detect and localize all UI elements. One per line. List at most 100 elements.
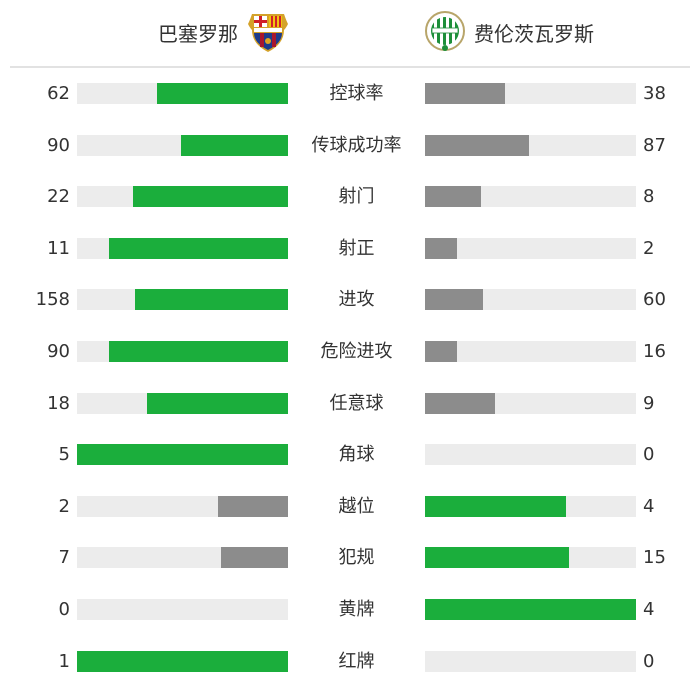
- away-bar-fill: [425, 599, 636, 620]
- away-bar-fill: [425, 186, 482, 208]
- away-value: 0: [643, 650, 655, 672]
- away-bar-track: [425, 341, 636, 362]
- stat-label: 越位: [338, 495, 375, 517]
- home-bar-track: [77, 444, 288, 466]
- away-value: 38: [643, 83, 666, 104]
- home-bar-track: [77, 83, 288, 104]
- stat-row: 7 犯规 15: [0, 546, 700, 570]
- away-bar-fill: [425, 134, 529, 156]
- stat-row: 1 红牌 0: [0, 650, 700, 674]
- stat-row: 18 任意球 9: [0, 392, 700, 416]
- away-bar-track: [425, 186, 636, 208]
- home-bar-track: [77, 495, 288, 517]
- away-value: 16: [643, 341, 666, 362]
- home-value: 5: [58, 444, 70, 466]
- away-value: 4: [643, 599, 655, 620]
- home-bar-fill: [77, 444, 288, 466]
- away-bar-fill: [425, 289, 484, 311]
- stat-row: 22 射门 8: [0, 185, 700, 209]
- home-bar-fill: [220, 547, 288, 569]
- away-bar-track: [425, 289, 636, 311]
- stat-row: 90 危险进攻 16: [0, 340, 700, 364]
- away-value: 87: [643, 134, 666, 156]
- home-value: 62: [47, 83, 70, 104]
- away-value: 60: [643, 289, 666, 311]
- home-bar-fill: [108, 341, 288, 362]
- stat-label: 传球成功率: [311, 134, 402, 156]
- stat-label: 危险进攻: [320, 341, 393, 362]
- away-team[interactable]: 费伦茨瓦罗斯: [424, 11, 594, 51]
- home-value: 7: [58, 547, 70, 569]
- home-team-name: 巴塞罗那: [158, 21, 238, 46]
- stat-row: 2 越位 4: [0, 495, 700, 519]
- home-bar-fill: [157, 83, 288, 104]
- home-bar-fill: [217, 495, 288, 517]
- away-bar-fill: [425, 83, 506, 104]
- divider: [10, 66, 690, 68]
- home-team[interactable]: 巴塞罗那: [158, 14, 290, 52]
- away-bar-track: [425, 134, 636, 156]
- away-bar-track: [425, 83, 636, 104]
- home-bar-track: [77, 186, 288, 208]
- home-bar-track: [77, 341, 288, 362]
- away-bar-fill: [425, 495, 566, 517]
- home-value: 90: [47, 341, 70, 362]
- home-bar-track: [77, 289, 288, 311]
- home-bar-fill: [109, 237, 288, 259]
- away-bar-track: [425, 599, 636, 620]
- away-value: 8: [643, 186, 655, 208]
- home-value: 1: [58, 650, 70, 672]
- stat-row: 0 黄牌 4: [0, 598, 700, 622]
- stat-label: 红牌: [338, 650, 375, 672]
- away-value: 9: [643, 392, 655, 414]
- stat-row: 5 角球 0: [0, 443, 700, 467]
- away-bar-track: [425, 444, 636, 466]
- home-value: 18: [47, 392, 70, 414]
- away-bar-fill: [425, 237, 458, 259]
- away-bar-fill: [425, 341, 457, 362]
- home-value: 0: [58, 599, 70, 620]
- match-header: 巴塞罗那 费伦茨瓦罗斯: [0, 0, 700, 66]
- away-team-name: 费伦茨瓦罗斯: [474, 21, 594, 46]
- stat-label: 黄牌: [338, 599, 375, 620]
- home-bar-track: [77, 599, 288, 620]
- home-bar-fill: [77, 650, 288, 672]
- home-bar-fill: [147, 392, 288, 414]
- home-value: 90: [47, 134, 70, 156]
- away-bar-track: [425, 237, 636, 259]
- fc-barcelona-crest-icon: [248, 14, 288, 52]
- home-value: 11: [47, 237, 70, 259]
- stat-label: 角球: [338, 444, 375, 466]
- home-value: 2: [58, 495, 70, 517]
- away-bar-track: [425, 495, 636, 517]
- home-bar-track: [77, 134, 288, 156]
- away-value: 15: [643, 547, 666, 569]
- stat-label: 犯规: [338, 547, 375, 569]
- home-bar-track: [77, 392, 288, 414]
- away-bar-fill: [425, 392, 496, 414]
- home-value: 22: [47, 186, 70, 208]
- home-value: 158: [35, 289, 70, 311]
- home-bar-fill: [133, 186, 288, 208]
- home-bar-track: [77, 237, 288, 259]
- stat-label: 射正: [338, 237, 375, 259]
- stat-label: 射门: [338, 186, 375, 208]
- home-bar-track: [77, 547, 288, 569]
- away-bar-track: [425, 547, 636, 569]
- stat-label: 任意球: [329, 392, 384, 414]
- away-value: 0: [643, 444, 655, 466]
- home-bar-fill: [180, 134, 288, 156]
- away-bar-fill: [425, 547, 569, 569]
- away-bar-track: [425, 650, 636, 672]
- stat-label: 控球率: [329, 83, 384, 104]
- stat-row: 11 射正 2: [0, 237, 700, 261]
- away-value: 2: [643, 237, 655, 259]
- away-bar-track: [425, 392, 636, 414]
- stat-label: 进攻: [338, 289, 375, 311]
- away-value: 4: [643, 495, 655, 517]
- home-bar-fill: [135, 289, 288, 311]
- stat-row: 90 传球成功率 87: [0, 134, 700, 158]
- ferencvaros-crest-icon: [425, 11, 465, 51]
- home-bar-track: [77, 650, 288, 672]
- stat-row: 62 控球率 38: [0, 82, 700, 106]
